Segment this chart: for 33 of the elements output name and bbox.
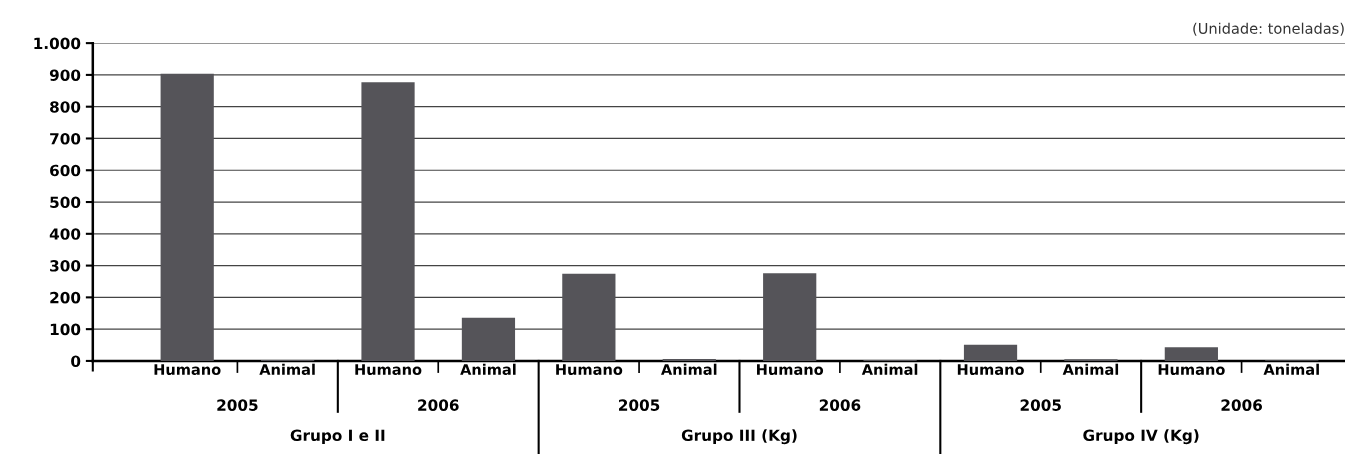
y-tick-label: 900 — [49, 69, 81, 81]
y-tick-label: 0 — [71, 355, 81, 367]
text: 2005 — [217, 399, 258, 411]
y-tick-label: 400 — [49, 228, 81, 240]
y-tick-label: 500 — [50, 196, 81, 209]
text: Grupo IV (Kg) — [1083, 429, 1199, 445]
x-tick-label: Animal — [259, 363, 315, 375]
text: Grupo I e II — [290, 429, 385, 445]
x-tick-label: Humano — [1158, 364, 1225, 375]
y-tick-label: 100 — [50, 323, 81, 336]
y-tick-label: 700 — [50, 132, 81, 145]
y-tick-label: 1.000 — [34, 37, 81, 50]
x-tick-label: Humano — [154, 364, 221, 375]
x-tick-label: Humano — [556, 364, 623, 375]
x-tick-label: Humano — [957, 364, 1024, 375]
x-tick-label: Animal — [1062, 363, 1119, 375]
text: 2005 — [1020, 399, 1061, 411]
y-tick-label: 800 — [50, 101, 81, 113]
y-tick-label: 300 — [50, 260, 81, 272]
text: Grupo III (Kg) — [681, 429, 797, 445]
y-tick-label: 200 — [50, 291, 81, 304]
x-tick-label: Humano — [757, 364, 824, 375]
text: 2006 — [819, 399, 861, 411]
x-tick-label: Animal — [861, 363, 918, 375]
text: 2005 — [619, 399, 660, 411]
text: 2006 — [1221, 399, 1263, 411]
text: 2006 — [418, 399, 459, 411]
x-tick-label: Animal — [460, 363, 516, 375]
x-tick-label: Animal — [661, 363, 717, 375]
x-tick-label: Humano — [355, 364, 422, 375]
y-tick-label: 600 — [50, 164, 81, 177]
text: (Unidade: toneladas) — [1193, 22, 1344, 36]
x-tick-label: Animal — [1263, 363, 1319, 375]
